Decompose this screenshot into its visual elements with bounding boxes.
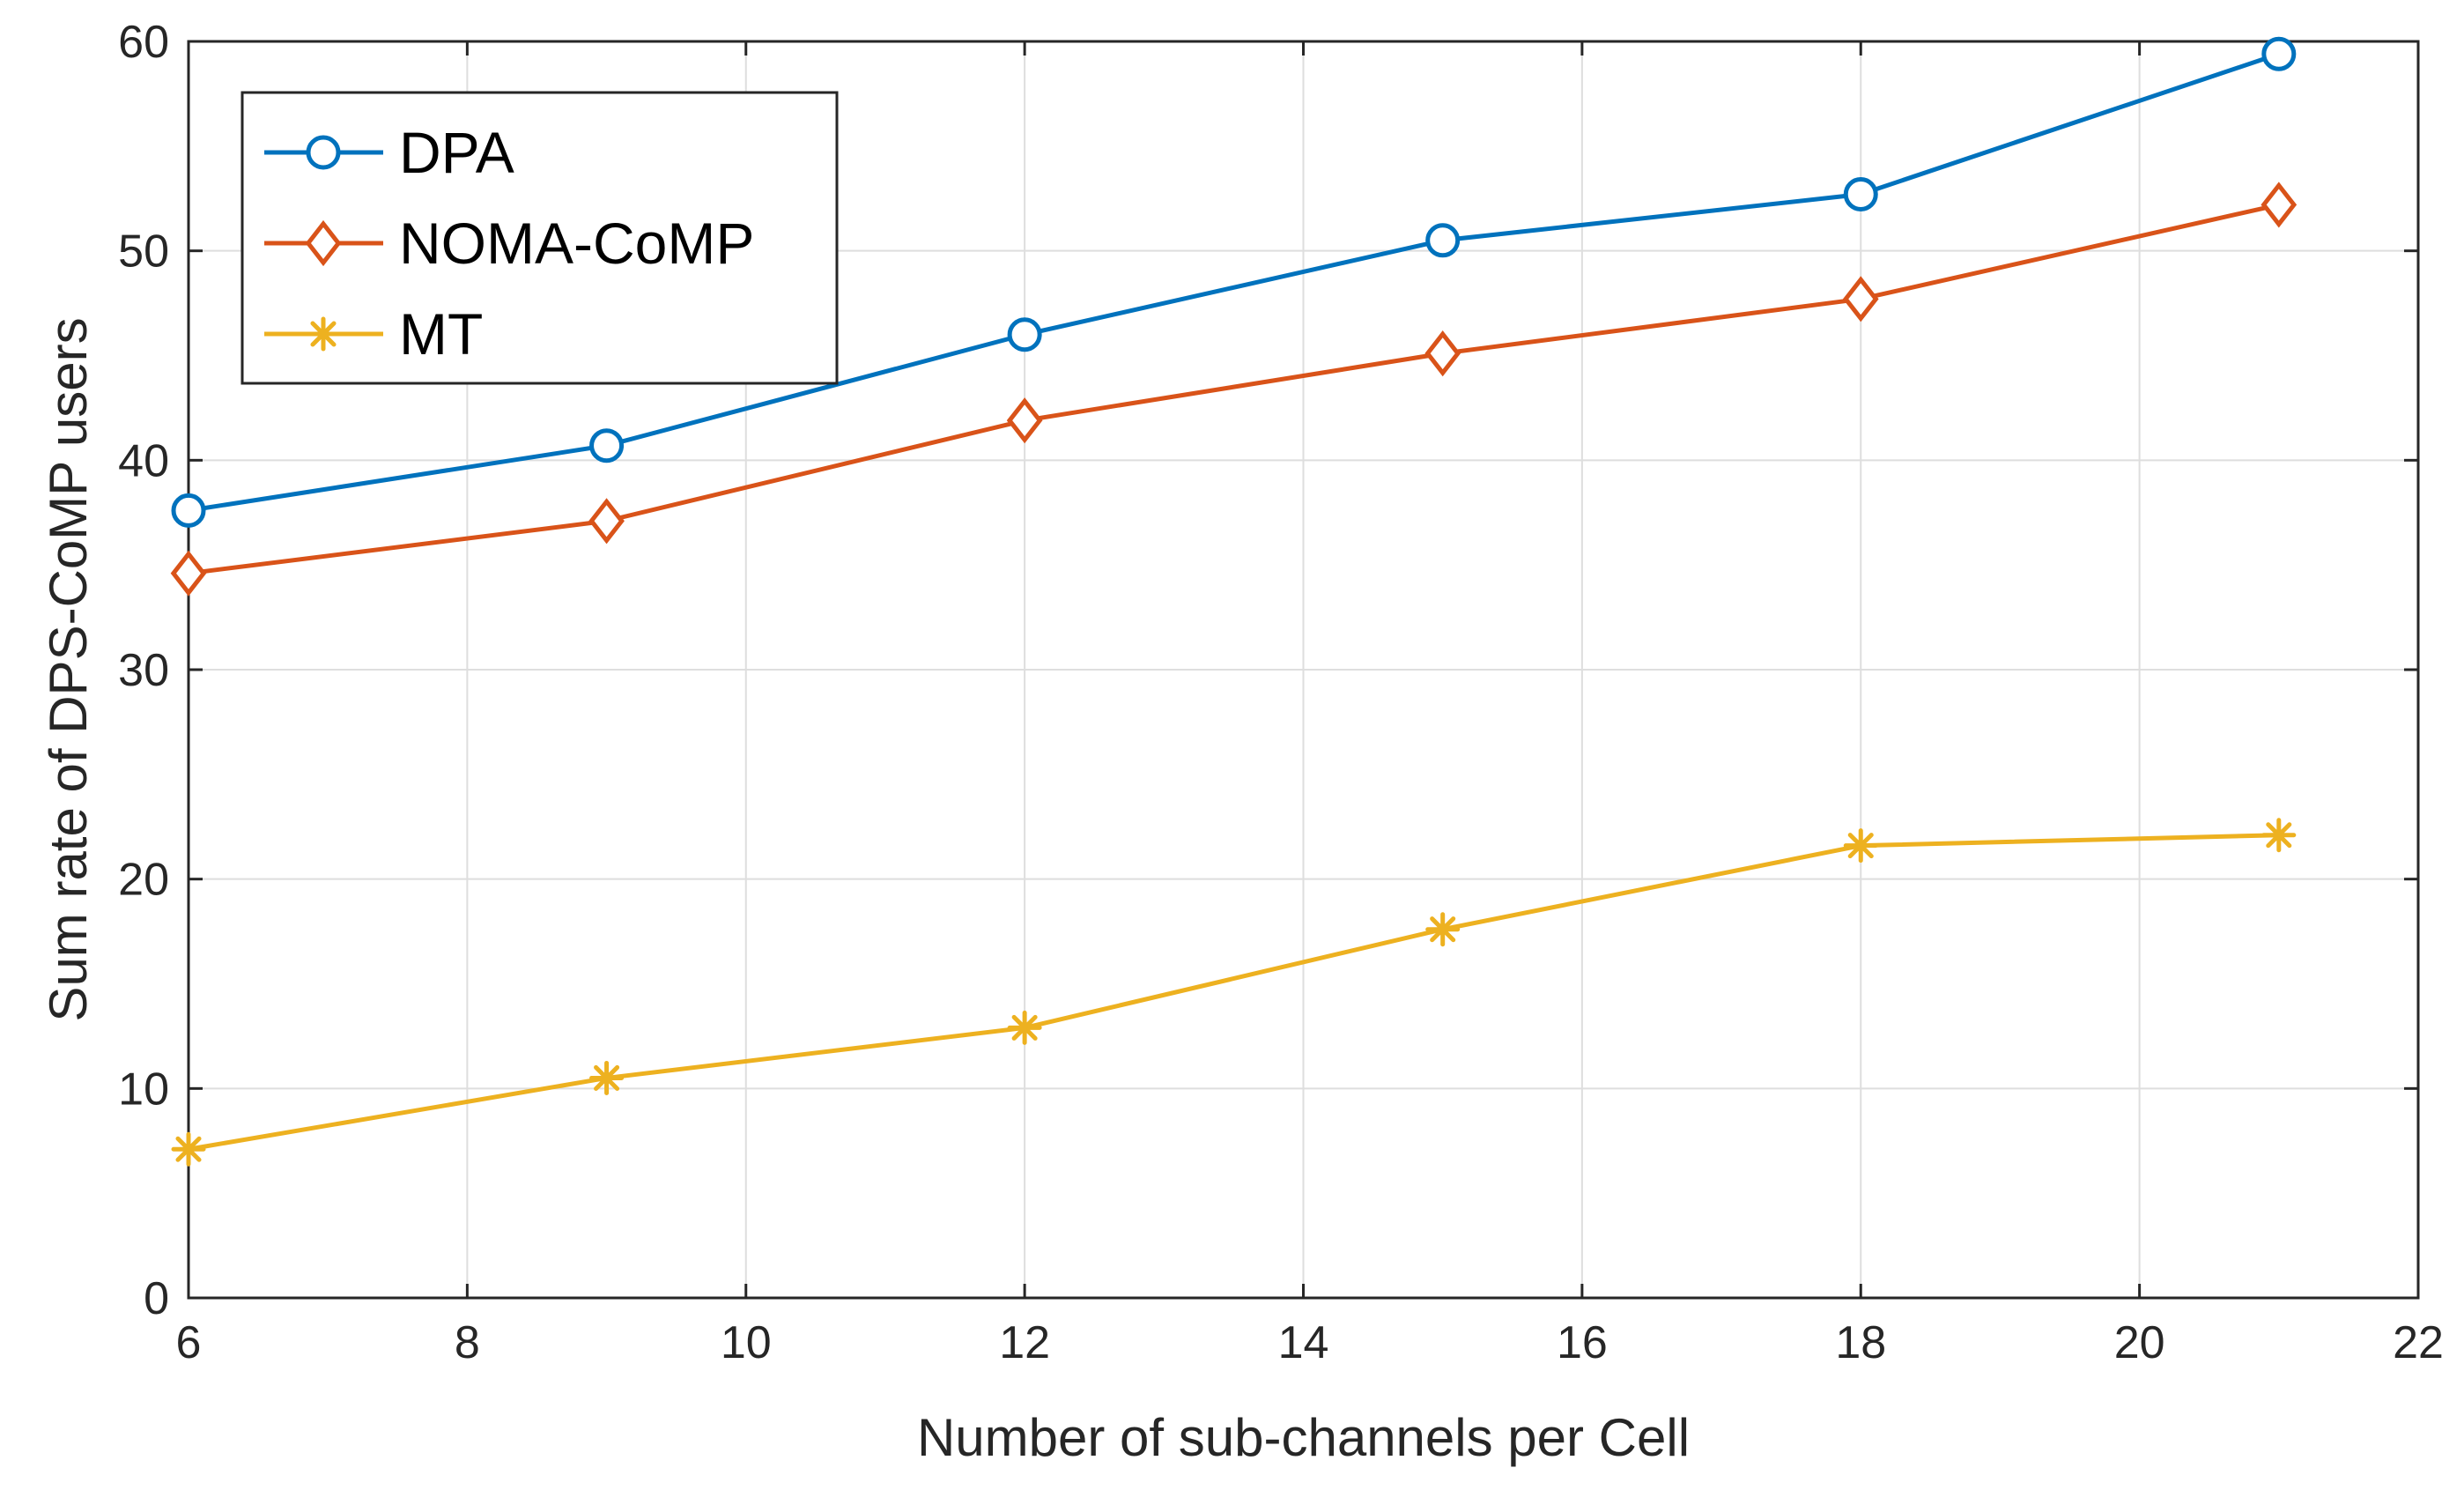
- x-tick-label: 22: [2393, 1317, 2444, 1368]
- y-tick-label: 0: [144, 1273, 169, 1324]
- x-axis-title: Number of sub-channels per Cell: [917, 1408, 1690, 1467]
- legend-marker-dpa: [306, 135, 341, 170]
- data-point-mt: [2261, 818, 2297, 853]
- legend-entry-mt: MT: [264, 301, 483, 367]
- data-point-noma-comp: [170, 550, 207, 597]
- y-axis-title: Sum rate of DPS-CoMP users: [39, 317, 98, 1021]
- y-tick-label: 60: [118, 17, 169, 68]
- data-point-mt: [1843, 828, 1878, 864]
- legend-entry-noma-comp: NOMA-CoMP: [264, 211, 754, 276]
- x-tick-label: 6: [176, 1317, 202, 1368]
- series-line-dpa: [188, 51, 2280, 513]
- series: [170, 36, 2298, 1167]
- x-tick-label: 10: [721, 1317, 772, 1368]
- data-point-noma-comp: [1006, 397, 1043, 444]
- data-point-mt: [1425, 912, 1461, 947]
- axes: 6 8 10 12 14 16 18 20 22 0 10 20 30 40 50 60: [118, 17, 2444, 1368]
- data-point-mt: [1007, 1010, 1042, 1045]
- legend-label-dpa: DPA: [399, 120, 514, 185]
- legend-entry-dpa: DPA: [264, 120, 514, 185]
- y-tick-label: 20: [118, 855, 169, 906]
- x-tick-label: 14: [1278, 1317, 1329, 1368]
- x-tick-label: 18: [1835, 1317, 1886, 1368]
- x-tick-label: 12: [999, 1317, 1050, 1368]
- data-point-mt: [589, 1060, 625, 1095]
- legend-label-noma-comp: NOMA-CoMP: [399, 211, 754, 276]
- y-tick-label: 30: [118, 645, 169, 696]
- data-point-noma-comp: [2261, 182, 2298, 228]
- data-point-dpa: [2261, 36, 2297, 71]
- series-line-mt: [188, 833, 2279, 1152]
- y-tick-label: 50: [118, 226, 169, 278]
- series-dpa: [171, 36, 2297, 528]
- x-tick-label: 16: [1557, 1317, 1608, 1368]
- x-tick-label: 20: [2114, 1317, 2165, 1368]
- series-noma-comp: [170, 182, 2298, 597]
- data-point-dpa: [1007, 317, 1042, 352]
- data-point-dpa: [1425, 223, 1461, 258]
- data-point-dpa: [171, 493, 206, 528]
- data-point-noma-comp: [588, 498, 625, 545]
- series-line-noma-comp: [188, 202, 2280, 576]
- y-tick-label: 40: [118, 435, 169, 486]
- series-mt: [171, 818, 2297, 1167]
- data-point-dpa: [589, 428, 625, 463]
- legend-marker-mt: [306, 316, 341, 352]
- y-tick-label: 10: [118, 1064, 169, 1115]
- legend: DPA NOMA-CoMP MT: [240, 91, 839, 385]
- data-point-dpa: [1843, 176, 1878, 211]
- legend-label-mt: MT: [399, 301, 483, 367]
- data-point-mt: [171, 1131, 206, 1167]
- legend-marker-noma-comp: [305, 219, 342, 267]
- x-tick-label: 8: [455, 1317, 480, 1368]
- data-point-noma-comp: [1424, 330, 1461, 377]
- data-point-noma-comp: [1842, 276, 1879, 322]
